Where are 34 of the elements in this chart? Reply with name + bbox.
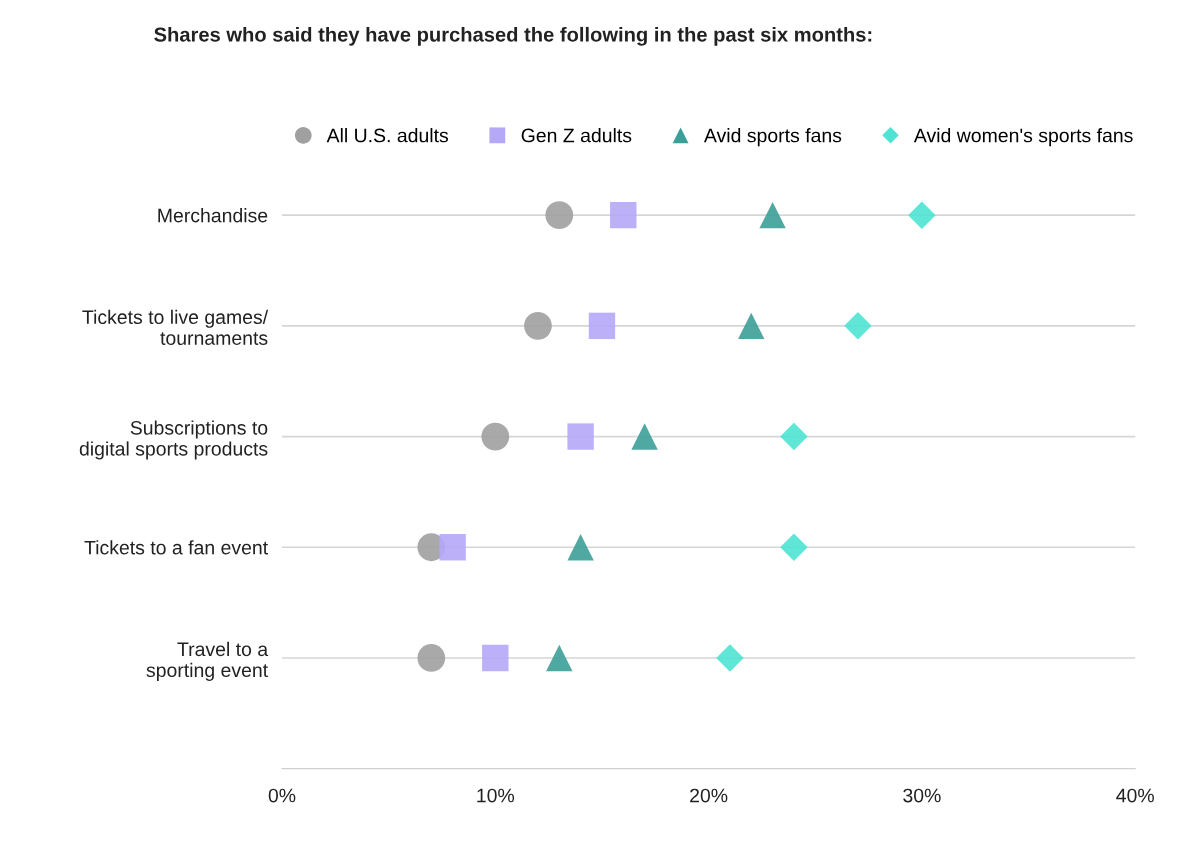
- point: [567, 534, 594, 561]
- point: [631, 423, 658, 450]
- point: [524, 311, 552, 340]
- point: [738, 312, 765, 340]
- y-tick-label: Subscriptions to digital sports products: [79, 420, 268, 460]
- x-tick-label: 30%: [903, 788, 941, 803]
- y-tick-label: Merchandise: [158, 208, 268, 223]
- y-tick-label: Tickets to live games/ tournaments: [82, 309, 269, 345]
- x-tick-label: 20%: [690, 788, 728, 803]
- point: [482, 644, 509, 672]
- point: [545, 201, 574, 230]
- legend-label: Gen Z adults: [521, 128, 632, 143]
- point: [567, 423, 594, 450]
- x-tick-label: 0%: [268, 788, 296, 803]
- legend-label: Avid women's sports fans: [913, 128, 1133, 147]
- y-tick-label: Travel to a sporting event: [146, 641, 269, 681]
- point: [759, 201, 786, 229]
- x-tick-label: 10%: [477, 788, 515, 803]
- point: [546, 644, 573, 672]
- y-tick-label: Tickets to a fan event: [84, 540, 268, 555]
- point: [588, 312, 616, 340]
- point: [716, 644, 744, 672]
- point: [844, 312, 872, 340]
- point: [780, 533, 808, 562]
- point: [439, 534, 466, 561]
- legend-label: Avid sports fans: [703, 128, 842, 147]
- point: [481, 422, 510, 451]
- x-tick-label: 40%: [1116, 788, 1154, 803]
- point: [417, 644, 446, 672]
- point: [780, 422, 808, 451]
- point: [610, 201, 637, 229]
- legend-label: All U.S. adults: [326, 128, 449, 143]
- point: [908, 201, 936, 229]
- chart-title: Shares who said they have purchased the following in the past six months:: [154, 26, 872, 46]
